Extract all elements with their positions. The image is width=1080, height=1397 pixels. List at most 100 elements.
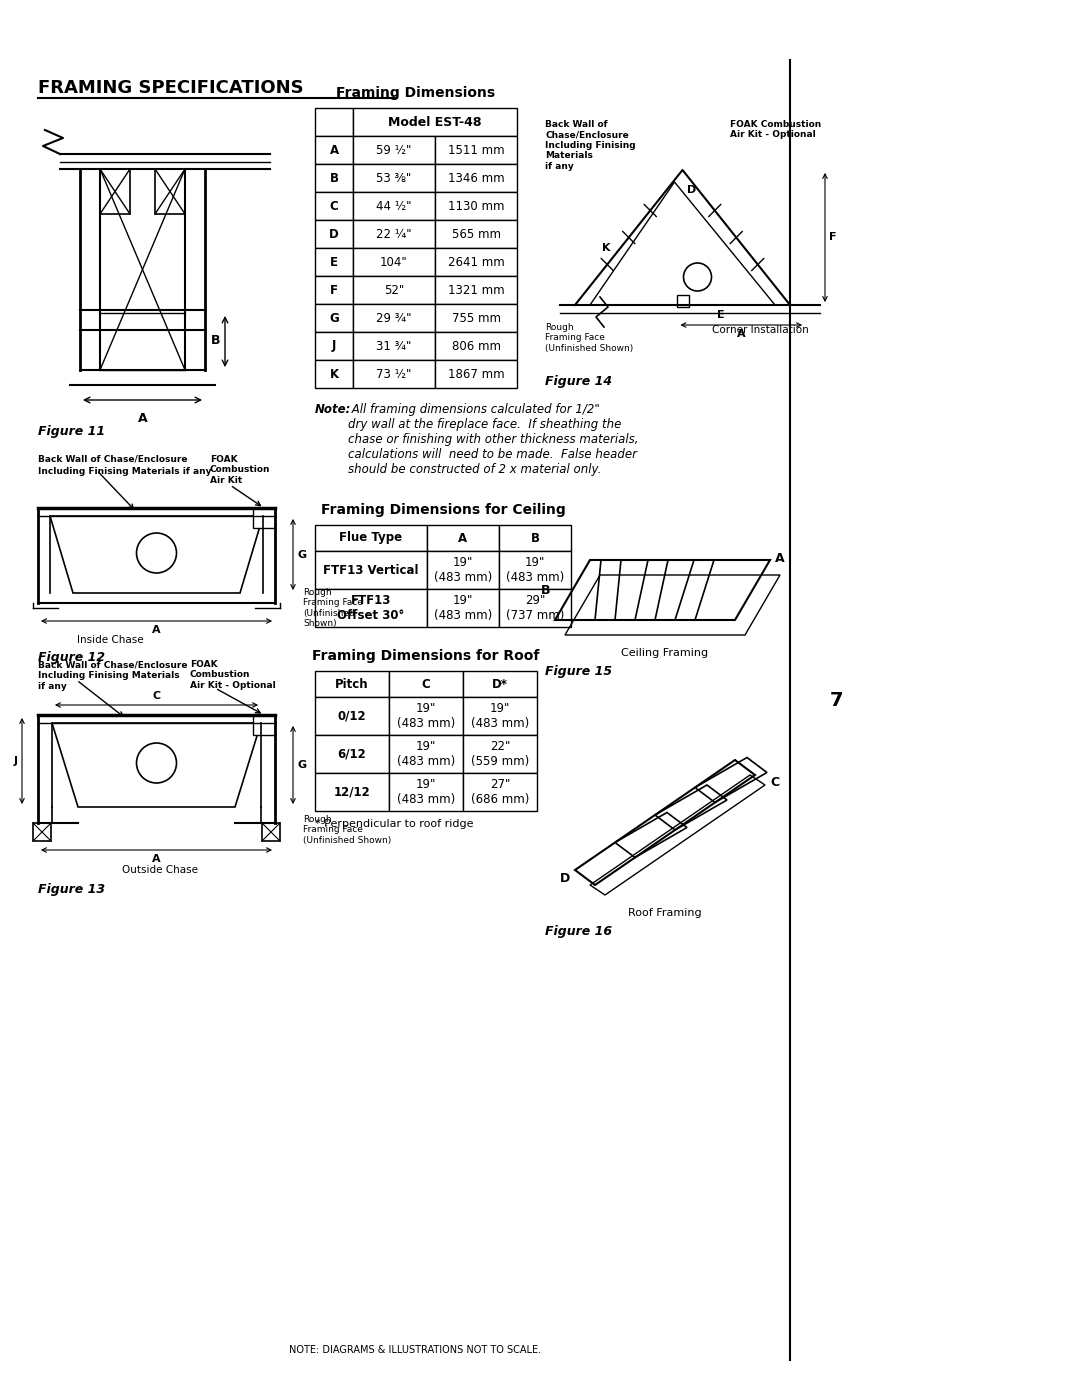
Text: if any: if any [38, 682, 67, 692]
Bar [499, 525, 571, 550]
Text: J: J [14, 756, 18, 766]
Text: 1130 mm: 1130 mm [448, 200, 504, 212]
Text: A: A [737, 330, 745, 339]
Text: 27"
(686 mm): 27" (686 mm) [471, 778, 529, 806]
Text: 1321 mm: 1321 mm [448, 284, 504, 296]
Bar [315, 550, 427, 590]
Text: A: A [152, 624, 161, 636]
Bar [315, 249, 353, 277]
Text: Back Wall of
Chase/Enclosure
Including Finising
Materials
if any: Back Wall of Chase/Enclosure Including F… [545, 120, 636, 170]
Text: FOAK Combustion
Air Kit - Optional: FOAK Combustion Air Kit - Optional [730, 120, 821, 140]
Text: Corner Installation: Corner Installation [713, 326, 809, 335]
Bar [353, 136, 435, 163]
Bar [315, 773, 389, 812]
Text: D: D [559, 872, 570, 884]
Text: * Perpendicular to roof ridge: * Perpendicular to roof ridge [315, 819, 473, 828]
Text: B: B [530, 531, 540, 545]
Bar [499, 590, 571, 627]
Text: NOTE: DIAGRAMS & ILLUSTRATIONS NOT TO SCALE.: NOTE: DIAGRAMS & ILLUSTRATIONS NOT TO SC… [289, 1345, 541, 1355]
Text: Framing Dimensions for Roof: Framing Dimensions for Roof [312, 650, 540, 664]
Text: Inside Chase: Inside Chase [77, 636, 144, 645]
Bar [253, 509, 275, 528]
Bar [435, 191, 517, 219]
Bar [435, 360, 517, 388]
Text: 2641 mm: 2641 mm [447, 256, 504, 268]
Text: 19"
(483 mm): 19" (483 mm) [434, 594, 492, 622]
Text: 806 mm: 806 mm [451, 339, 500, 352]
Bar [353, 249, 435, 277]
Text: FTF13 Vertical: FTF13 Vertical [323, 563, 419, 577]
Text: D: D [329, 228, 339, 240]
Text: 19"
(483 mm): 19" (483 mm) [434, 556, 492, 584]
Bar [463, 773, 537, 812]
Text: 12/12: 12/12 [334, 785, 370, 799]
Text: FOAK
Combustion
Air Kit - Optional: FOAK Combustion Air Kit - Optional [190, 659, 275, 690]
Text: 22"
(559 mm): 22" (559 mm) [471, 740, 529, 768]
Text: A: A [137, 412, 147, 425]
Text: 19"
(483 mm): 19" (483 mm) [505, 556, 564, 584]
Bar [315, 590, 427, 627]
Text: Flue Type: Flue Type [339, 531, 403, 545]
Bar [315, 108, 353, 136]
Bar [315, 360, 353, 388]
Text: 19"
(483 mm): 19" (483 mm) [396, 740, 455, 768]
Text: 104": 104" [380, 256, 408, 268]
Bar [262, 823, 280, 841]
Bar [353, 305, 435, 332]
Bar [353, 191, 435, 219]
Bar [315, 219, 353, 249]
Text: 19"
(483 mm): 19" (483 mm) [471, 703, 529, 731]
Bar [389, 773, 463, 812]
Text: Outside Chase: Outside Chase [122, 865, 198, 875]
Text: K: K [602, 243, 610, 253]
Text: 59 ½": 59 ½" [376, 144, 411, 156]
Text: A: A [458, 531, 468, 545]
Text: J: J [332, 339, 336, 352]
Text: 1511 mm: 1511 mm [448, 144, 504, 156]
Bar [353, 163, 435, 191]
Bar [353, 360, 435, 388]
Text: 565 mm: 565 mm [451, 228, 500, 240]
Bar [389, 697, 463, 735]
Bar [427, 590, 499, 627]
Text: All framing dimensions calculated for 1/2"
dry wall at the fireplace face.  If s: All framing dimensions calculated for 1/… [348, 402, 638, 476]
Text: 53 ⅜": 53 ⅜" [376, 172, 411, 184]
Text: B: B [540, 584, 550, 597]
Bar [389, 671, 463, 697]
Bar [353, 108, 517, 136]
Bar [463, 735, 537, 773]
Text: F: F [829, 232, 837, 243]
Text: 22 ¼": 22 ¼" [376, 228, 411, 240]
Text: B: B [211, 334, 220, 346]
Text: A: A [329, 144, 338, 156]
Text: Model EST-48: Model EST-48 [388, 116, 482, 129]
Text: 1867 mm: 1867 mm [448, 367, 504, 380]
Text: A: A [775, 552, 785, 564]
Text: 52": 52" [383, 284, 404, 296]
Text: Framing Dimensions for Ceiling: Framing Dimensions for Ceiling [321, 503, 565, 517]
Text: 1346 mm: 1346 mm [448, 172, 504, 184]
Bar [499, 550, 571, 590]
Text: Roof Framing: Roof Framing [629, 908, 702, 918]
Bar [315, 735, 389, 773]
Bar [353, 332, 435, 360]
Text: G: G [329, 312, 339, 324]
Text: Including Finising Materials if any: Including Finising Materials if any [38, 467, 212, 476]
Text: Figure 12: Figure 12 [38, 651, 105, 664]
Text: Figure 15: Figure 15 [545, 665, 612, 678]
Bar [435, 305, 517, 332]
Text: 44 ½": 44 ½" [376, 200, 411, 212]
Bar [676, 295, 689, 307]
Text: Framing Dimensions: Framing Dimensions [337, 87, 496, 101]
Bar [435, 219, 517, 249]
Text: Figure 13: Figure 13 [38, 883, 105, 895]
Bar [253, 715, 275, 735]
Text: 19"
(483 mm): 19" (483 mm) [396, 703, 455, 731]
Text: Ceiling Framing: Ceiling Framing [621, 648, 708, 658]
Text: 31 ¾": 31 ¾" [376, 339, 411, 352]
Bar [435, 163, 517, 191]
Text: G: G [297, 549, 306, 560]
Bar [463, 671, 537, 697]
Text: F: F [330, 284, 338, 296]
Bar [353, 277, 435, 305]
